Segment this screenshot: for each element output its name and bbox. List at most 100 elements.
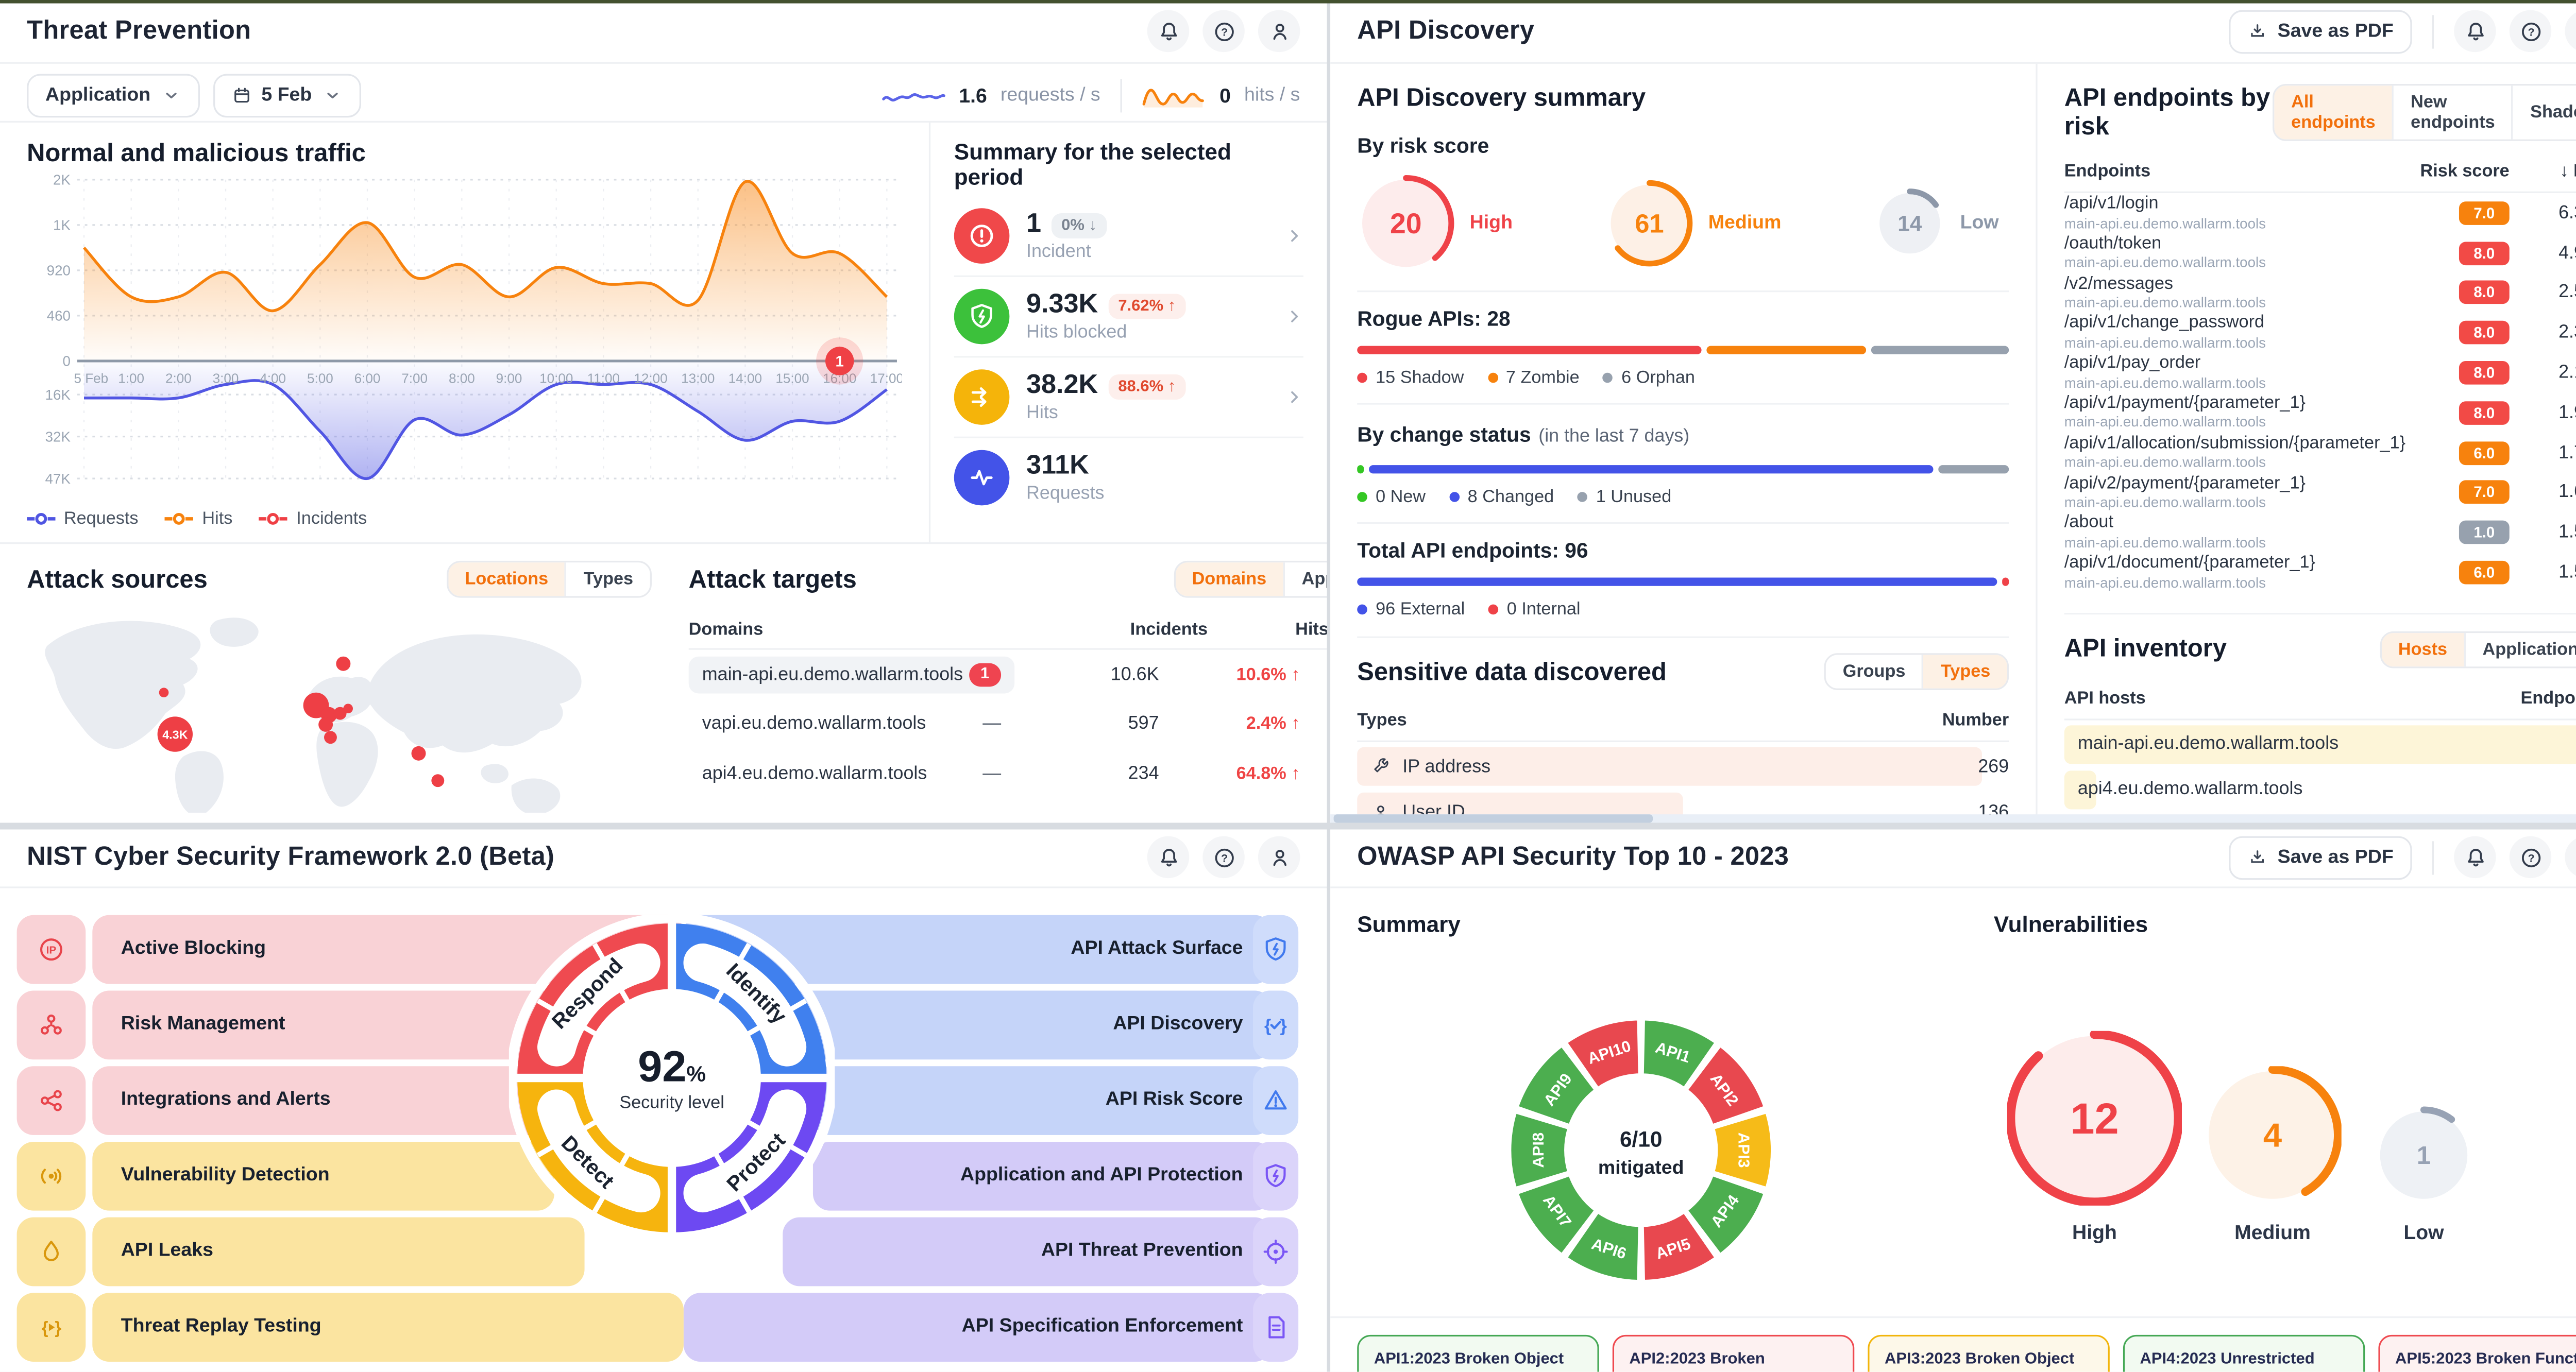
tab-groups[interactable]: Groups — [1842, 661, 1906, 682]
endpoint-hits: 1.59K — [2558, 522, 2576, 543]
owasp-card-5[interactable]: API5:2023 Broken Function Level Authoriz… — [2378, 1334, 2576, 1372]
endpoint-path: /api/v1/payment/{parameter_1} — [2064, 394, 2306, 413]
notifications-button[interactable] — [1147, 836, 1190, 879]
svg-text:}: } — [55, 1317, 61, 1336]
legend-item[interactable]: Hits — [165, 509, 232, 529]
endpoint-row[interactable]: /v2/messages main-api.eu.demo.wallarm.to… — [2064, 273, 2576, 313]
tab-new-endpoints[interactable]: New endpoints — [2392, 85, 2512, 140]
legend-item[interactable]: Incidents — [259, 509, 367, 529]
owasp-card-1[interactable]: API1:2023 Broken Object Level Authorizat… — [1357, 1334, 1599, 1372]
legend-item[interactable]: Requests — [27, 509, 139, 529]
bar-segment — [1357, 346, 1701, 354]
owasp-segment-api3[interactable] — [1711, 1110, 1773, 1189]
help-button[interactable]: ? — [2509, 836, 2552, 879]
owasp-segment-api2[interactable] — [1685, 1043, 1767, 1126]
inventory-row[interactable]: api4.eu.demo.wallarm.tools 2 — [2064, 769, 2576, 811]
inventory-row[interactable]: main-api.eu.demo.wallarm.tools 93 — [2064, 724, 2576, 766]
attack-source-dot[interactable] — [318, 717, 333, 732]
owasp-segment-api10[interactable] — [1564, 1017, 1641, 1089]
owasp-card-2[interactable]: API2:2023 Broken AuthenticationSecurity … — [1612, 1334, 1855, 1372]
summary-item[interactable]: 1 0% ↓ Incident — [954, 196, 1303, 275]
nist-item-api-discovery[interactable]: API Discovery — [783, 989, 1272, 1059]
attack-source-dot[interactable] — [411, 746, 426, 761]
summary-item[interactable]: 311K Requests — [954, 436, 1303, 517]
tab-domains[interactable]: Domains — [1175, 562, 1283, 596]
tab-types[interactable]: Types — [565, 562, 650, 596]
sensitive-data-row[interactable]: IP address 269 — [1357, 746, 2009, 788]
summary-badge: 88.6% ↑ — [1108, 373, 1186, 399]
account-button[interactable] — [1258, 10, 1300, 53]
nist-item-risk-management[interactable]: Risk Management — [92, 989, 585, 1059]
endpoint-row[interactable]: /api/v1/change_password main-api.eu.demo… — [2064, 313, 2576, 353]
attack-source-dot[interactable] — [324, 731, 337, 744]
tab-locations[interactable]: Locations — [448, 562, 565, 596]
endpoint-row[interactable]: /api/v1/login main-api.eu.demo.wallarm.t… — [2064, 193, 2576, 233]
nist-item-api-specification-enforcement[interactable]: API Specification Enforcement — [683, 1292, 1272, 1361]
account-button[interactable] — [1258, 836, 1300, 879]
owasp-segment-api1[interactable] — [1641, 1017, 1718, 1089]
tab-applications[interactable]: Applications — [2464, 632, 2576, 667]
notifications-button[interactable] — [2454, 836, 2496, 879]
account-button[interactable] — [2565, 10, 2576, 53]
endpoint-row[interactable]: /api/v2/payment/{parameter_1} main-api.e… — [2064, 473, 2576, 513]
tab-types[interactable]: Types — [1922, 655, 2007, 689]
attack-target-row[interactable]: api4.eu.demo.wallarm.tools — 234 64.8% ↑ — [689, 749, 1327, 798]
attack-source-dot[interactable] — [431, 774, 445, 787]
svg-text:{: { — [1264, 1015, 1271, 1035]
endpoint-row[interactable]: /api/v1/allocation/submission/{parameter… — [2064, 433, 2576, 473]
attack-target-row[interactable]: main-api.eu.demo.wallarm.tools 1 10.6K 1… — [688, 650, 1327, 699]
owasp-segment-api7[interactable] — [1515, 1172, 1597, 1256]
attack-source-dot[interactable] — [343, 704, 353, 714]
tab-shadow[interactable]: Shadow — [2512, 85, 2576, 140]
nist-item-api-leaks[interactable]: API Leaks — [92, 1216, 585, 1285]
owasp-segment-api8[interactable] — [1509, 1110, 1570, 1189]
nist-item-application-and-api-protection[interactable]: Application and API Protection — [812, 1141, 1272, 1210]
tab-all-endpoints[interactable]: All endpoints — [2274, 85, 2393, 140]
help-button[interactable]: ? — [1202, 10, 1245, 53]
card-title: API1:2023 Broken Object Level Authorizat… — [1374, 1349, 1582, 1372]
notifications-button[interactable] — [1147, 10, 1190, 53]
application-filter-label: Application — [45, 84, 151, 105]
attack-targets-rows: main-api.eu.demo.wallarm.tools 1 10.6K 1… — [688, 650, 1327, 799]
endpoint-row[interactable]: /api/v1/payment/{parameter_1} main-api.e… — [2064, 393, 2576, 433]
nist-item-api-risk-score[interactable]: API Risk Score — [812, 1065, 1272, 1135]
tab-hosts[interactable]: Hosts — [2381, 632, 2464, 667]
attack-target-row[interactable]: vapi.eu.demo.wallarm.tools — 597 2.4% ↑ — [689, 699, 1327, 749]
endpoints-table-header: Endpoints Risk score ↓ Hits — [2064, 161, 2576, 193]
horizontal-scrollbar[interactable] — [1330, 814, 2576, 822]
endpoint-host: main-api.eu.demo.wallarm.tools — [2064, 575, 2266, 591]
owasp-card-3[interactable]: API3:2023 Broken Object Property Level A… — [1868, 1334, 2110, 1372]
endpoint-row[interactable]: /api/v1/document/{parameter_1} main-api.… — [2064, 553, 2576, 593]
attack-source-dot[interactable] — [159, 688, 169, 698]
nist-item-threat-replay-testing[interactable]: Threat Replay Testing — [92, 1292, 684, 1361]
incident-marker[interactable]: 1 — [825, 347, 854, 375]
help-button[interactable]: ? — [2509, 10, 2552, 53]
save-as-pdf-button[interactable]: Save as PDF — [2229, 835, 2412, 879]
nist-item-integrations-and-alerts[interactable]: Integrations and Alerts — [92, 1065, 554, 1135]
nist-item-api-threat-prevention[interactable]: API Threat Prevention — [783, 1216, 1272, 1285]
save-as-pdf-button[interactable]: Save as PDF — [2229, 9, 2412, 53]
owasp-card-4[interactable]: API4:2023 Unrestricted Resource Consumpt… — [2123, 1334, 2365, 1372]
attack-source-dot[interactable] — [336, 656, 351, 671]
endpoint-row[interactable]: /about main-api.eu.demo.wallarm.tools 1.… — [2064, 513, 2576, 553]
endpoint-row[interactable]: /api/v1/pay_order main-api.eu.demo.walla… — [2064, 353, 2576, 393]
owasp-segment-api6[interactable] — [1564, 1209, 1641, 1282]
summary-item[interactable]: 9.33K 7.62% ↑ Hits blocked — [954, 275, 1303, 356]
notifications-button[interactable] — [2454, 10, 2496, 53]
endpoint-hits: 6.32K — [2558, 203, 2576, 224]
account-button[interactable] — [2565, 836, 2576, 879]
help-button[interactable]: ? — [1202, 836, 1245, 879]
summary-item[interactable]: 38.2K 88.6% ↑ Hits — [954, 356, 1303, 436]
nist-item-vulnerability-detection[interactable]: Vulnerability Detection — [92, 1141, 554, 1210]
attack-source-dot[interactable] — [157, 716, 193, 752]
inventory-table-header: API hosts Endpoints — [2064, 689, 2576, 721]
owasp-segment-api4[interactable] — [1685, 1172, 1767, 1256]
owasp-segment-api9[interactable] — [1515, 1043, 1597, 1126]
application-filter-button[interactable]: Application — [27, 73, 199, 117]
tab-applications[interactable]: Applications — [1283, 562, 1327, 596]
endpoint-row[interactable]: /oauth/token main-api.eu.demo.wallarm.to… — [2064, 233, 2576, 273]
date-filter-label: 5 Feb — [261, 84, 312, 105]
attack-source-dot[interactable] — [333, 707, 347, 720]
owasp-segment-api5[interactable] — [1641, 1209, 1718, 1282]
date-filter-button[interactable]: 5 Feb — [212, 73, 361, 117]
